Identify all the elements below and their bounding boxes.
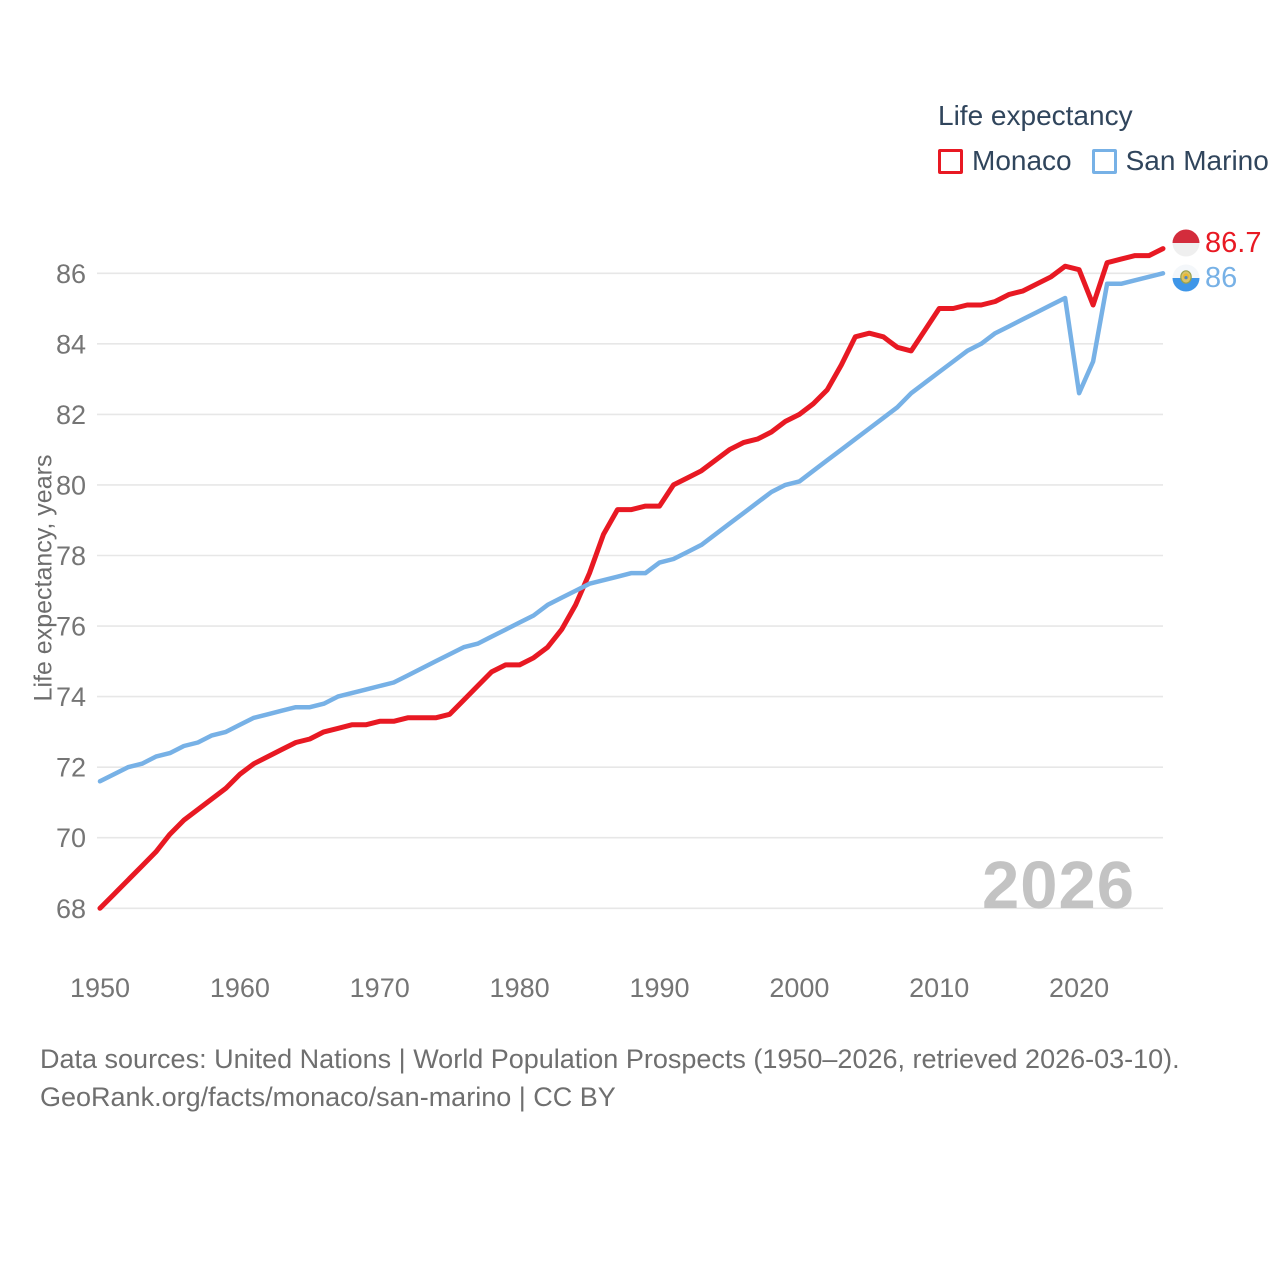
x-tick-label-1990: 1990	[629, 973, 689, 1003]
y-tick-label-76: 76	[56, 612, 86, 642]
series-line-monaco	[97, 246, 1166, 911]
y-tick-label-68: 68	[56, 894, 86, 924]
monaco-end-label: 86.7	[1172, 227, 1262, 259]
monaco-flag-icon	[1172, 229, 1200, 257]
monaco-end-value: 86.7	[1205, 227, 1262, 259]
source-attribution: Data sources: United Nations | World Pop…	[40, 1040, 1180, 1116]
san-marino-series-checkbox[interactable]	[1091, 148, 1117, 174]
legend-title: Life expectancy	[938, 100, 1133, 131]
san-marino-flag-icon	[1172, 264, 1200, 292]
source-line-2: GeoRank.org/facts/monaco/san-marino | CC…	[40, 1082, 616, 1112]
y-tick-label-70: 70	[56, 823, 86, 853]
x-tick-label-2000: 2000	[769, 973, 829, 1003]
x-tick-label-1960: 1960	[210, 973, 270, 1003]
y-tick-label-80: 80	[56, 470, 86, 500]
san-marino-end-value: 86	[1205, 262, 1238, 294]
y-axis-title: Life expectancy, years	[29, 454, 58, 702]
legend-item-san-marino[interactable]: San Marino	[1091, 145, 1269, 177]
san-marino-end-label: 86	[1172, 262, 1238, 294]
y-tick-label-86: 86	[56, 259, 86, 289]
y-tick-label-84: 84	[56, 329, 86, 359]
legend-label-monaco: Monaco	[972, 145, 1072, 176]
x-tick-label-1950: 1950	[70, 973, 130, 1003]
series-line-san-marino	[97, 271, 1166, 784]
x-tick-label-2020: 2020	[1049, 973, 1109, 1003]
y-tick-label-78: 78	[56, 541, 86, 571]
monaco-series-checkbox[interactable]	[938, 148, 963, 174]
y-tick-label-82: 82	[56, 400, 86, 430]
y-tick-label-74: 74	[56, 682, 86, 712]
x-tick-label-1970: 1970	[350, 973, 410, 1003]
legend: Life expectancy Monaco San Marino	[938, 100, 1269, 177]
x-tick-label-2010: 2010	[909, 973, 969, 1003]
y-tick-label-72: 72	[56, 753, 86, 783]
legend-row: Monaco San Marino	[938, 145, 1269, 177]
source-line-1: Data sources: United Nations | World Pop…	[40, 1044, 1180, 1074]
legend-item-monaco[interactable]: Monaco	[938, 145, 1072, 177]
watermark-year: 2026	[981, 848, 1135, 923]
legend-label-san-marino: San Marino	[1125, 145, 1269, 176]
x-tick-label-1980: 1980	[490, 973, 550, 1003]
